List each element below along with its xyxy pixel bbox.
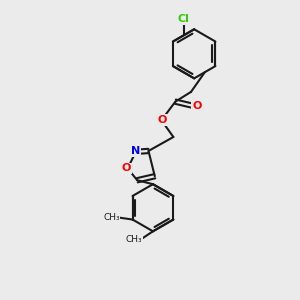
Text: O: O [192,100,202,111]
Text: N: N [131,146,140,156]
Text: CH₃: CH₃ [103,213,120,222]
Text: O: O [122,164,131,173]
Text: Cl: Cl [178,14,190,24]
Text: O: O [158,115,167,125]
Text: O: O [131,234,140,244]
Text: O: O [109,213,117,223]
Text: CH₃: CH₃ [125,235,142,244]
